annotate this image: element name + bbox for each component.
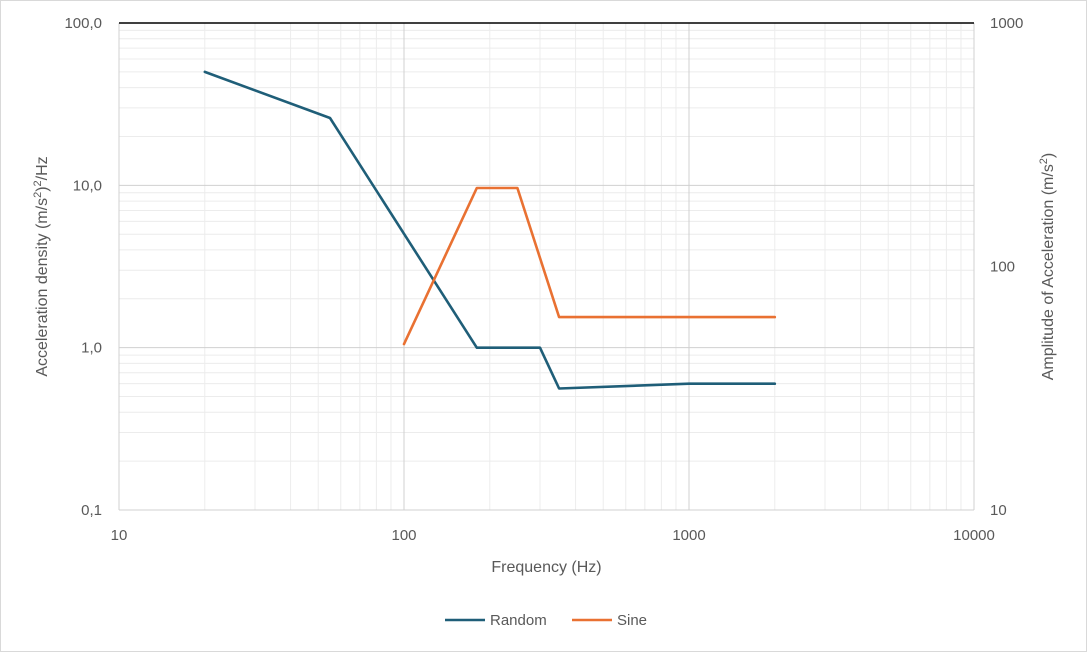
y-right-axis-title: Amplitude of Acceleration (m/s2) [1038, 153, 1057, 381]
legend-label: Sine [617, 612, 647, 629]
y-right-tick-label: 10 [990, 502, 1007, 519]
y-left-title-sup1: 2 [32, 192, 44, 198]
y-right-tick-label: 100 [990, 259, 1015, 276]
y-left-tick-label: 100,0 [64, 15, 102, 32]
y-right-title-sup: 2 [1038, 158, 1050, 164]
y-left-title-mid: ) [34, 186, 51, 191]
y-left-axis-title: Acceleration density (m/s2)2/Hz [32, 156, 51, 376]
legend-label: Random [490, 612, 547, 629]
y-left-tick-label: 1,0 [81, 340, 102, 357]
series-line-random [203, 70, 777, 390]
x-tick-label: 10000 [953, 527, 995, 544]
y-left-tick-label: 0,1 [81, 502, 102, 519]
x-tick-labels: 10 100 1000 10000 [111, 527, 995, 544]
y-right-tick-label: 1000 [990, 15, 1023, 32]
y-left-tick-label: 10,0 [73, 177, 102, 194]
legend: Random Sine [445, 612, 647, 629]
minor-gridlines [119, 23, 974, 510]
legend-item-sine: Sine [572, 612, 647, 629]
x-axis-title: Frequency (Hz) [491, 559, 601, 576]
y-right-title-base: Amplitude of Acceleration (m/s [1040, 164, 1057, 380]
series-layer [203, 70, 777, 390]
y-right-tick-labels: 10 100 1000 [990, 15, 1023, 519]
y-left-tick-labels: 0,1 1,0 10,0 100,0 [64, 15, 102, 519]
y-left-title-end: /Hz [34, 156, 51, 180]
legend-item-random: Random [445, 612, 547, 629]
series-line-sine [402, 186, 777, 346]
x-tick-label: 1000 [672, 527, 705, 544]
y-right-title-end: ) [1040, 153, 1057, 158]
y-left-title-sup2: 2 [32, 180, 44, 186]
x-tick-label: 10 [111, 527, 128, 544]
x-tick-label: 100 [391, 527, 416, 544]
y-left-title-base: Acceleration density (m/s [34, 198, 51, 377]
major-gridlines [118, 22, 975, 511]
